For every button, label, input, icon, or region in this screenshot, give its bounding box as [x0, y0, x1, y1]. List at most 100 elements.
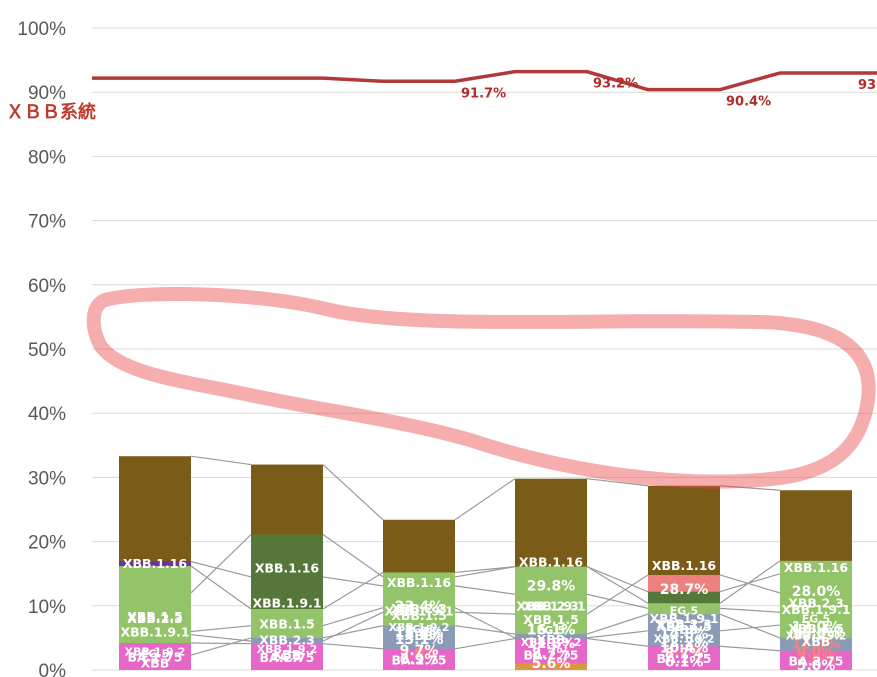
- segment-percent-label: 9.6%: [665, 643, 704, 659]
- y-tick-label: 80%: [28, 147, 66, 168]
- connector-line: [322, 607, 384, 627]
- segment-sublabel: (XBB.1.9.2.5): [790, 629, 843, 637]
- xbb-lineage-value-label: 91.7%: [461, 86, 506, 101]
- connector-line: [322, 571, 384, 610]
- connector-line: [586, 637, 649, 647]
- connector-line: [190, 642, 252, 645]
- segment-name-label: XBB.1.5: [656, 619, 712, 634]
- segment-percent-label: 8.7%: [532, 646, 571, 662]
- connector-line: [454, 637, 516, 650]
- segment-name-label: XBB.1.9.2: [654, 632, 715, 645]
- segment-name-label: XBB.2.3: [523, 598, 579, 613]
- segment-percent-label: 5.6%: [532, 656, 571, 672]
- segment-name-label: XBB.1.16: [123, 556, 188, 571]
- segment-name-label: EG.5: [405, 623, 433, 636]
- segment-name-label: XBB.1.9.2: [125, 646, 186, 659]
- y-tick-label: 50%: [28, 340, 66, 361]
- connector-line: [719, 560, 781, 604]
- connector-line: [454, 478, 516, 521]
- segment-name-label: EG.5: [802, 612, 830, 625]
- segment-percent-label: 9.0%: [400, 645, 439, 661]
- segment-name-label: XBB.1.5: [523, 612, 579, 627]
- segment-name-label: XBB.2.3: [259, 633, 315, 648]
- segment-percent-label: 15.2%: [395, 625, 444, 641]
- xbb-lineage-value-label: 93: [858, 78, 876, 93]
- segment-name-label: BA.2.75: [788, 653, 843, 668]
- connector-line: [454, 566, 516, 574]
- segment-name-label: XBB.1.9.1: [120, 624, 189, 639]
- segment-name-label: XBB.2.3: [656, 617, 712, 632]
- segment-name-label: XBB.1.16: [784, 560, 849, 575]
- segment-name-label: XBB.1.9.1: [384, 603, 453, 618]
- segment-name-label: XBB.1.9.1: [252, 595, 321, 610]
- segment-name-label: XBB: [273, 647, 302, 662]
- connector-line: [190, 560, 252, 578]
- highlight-annotation: [86, 287, 876, 489]
- segment-percent-label: 16.1%: [527, 622, 576, 638]
- segment-percent-label: 12.2%: [660, 635, 709, 651]
- segment-percent-label: 6.9%: [400, 652, 439, 668]
- y-tick-label: 70%: [28, 212, 66, 233]
- segment-name-label: XBB.1.9.2: [521, 636, 582, 649]
- grid-lines: [92, 27, 877, 671]
- segment-name-label: BA.2.75: [656, 651, 711, 666]
- connector-line: [719, 607, 781, 613]
- segment-name-label: XBB: [670, 622, 699, 637]
- connector-line: [322, 643, 384, 650]
- connector-line: [719, 574, 781, 594]
- segment-name-label: XBB.1.9.1: [516, 598, 585, 613]
- segment-name-label: XBB: [405, 628, 434, 643]
- xbb-lineage-label: ＸＢＢ系統: [6, 101, 96, 123]
- segment-name-label: XBB.1.9.1: [649, 611, 718, 626]
- connector-line: [190, 455, 252, 466]
- segment-percent-label: 16.1%: [527, 622, 576, 638]
- segment-name-label: XBB.1.9.2: [786, 630, 847, 643]
- segment-percent-label: 13.1%: [395, 632, 444, 648]
- connector-line: [322, 576, 384, 587]
- segment-percent-label: 6.1%: [665, 654, 704, 670]
- connector-line: [586, 566, 649, 593]
- segment-percent-label: 17.0%: [792, 619, 841, 635]
- connector-line: [586, 613, 649, 635]
- segment-name-label: XBB.1.5: [391, 608, 447, 623]
- segment-percent-label: 14.5%: [395, 627, 444, 643]
- segment-percent-label: 9.0%: [797, 645, 836, 661]
- bar-segment: [251, 643, 323, 670]
- y-tick-label: 20%: [28, 533, 66, 554]
- connector-line: [454, 625, 516, 635]
- highlight-loop: [86, 287, 876, 489]
- xbb-lineage-polyline: [92, 69, 877, 92]
- connector-line: [190, 565, 252, 610]
- segment-percent-label: 29.8%: [527, 578, 576, 594]
- bars: [119, 456, 852, 670]
- connector-line: [322, 625, 384, 639]
- segment-name-label: XBB: [802, 634, 831, 649]
- segment-percent-label: 8.7%: [665, 646, 704, 662]
- series-connectors: [190, 455, 781, 656]
- bar-segment: [119, 643, 191, 670]
- xbb-lineage-value-label: 93.2%: [593, 77, 638, 92]
- connector-line: [322, 464, 384, 521]
- segment-name-label: EG.5: [273, 651, 301, 664]
- segment-name-label: XBB.1.16: [255, 560, 320, 575]
- segment-name-label: BA.2.75: [259, 650, 314, 665]
- connector-line: [586, 566, 649, 604]
- segment-percent-label: 7.0%: [797, 652, 836, 668]
- segment-percent-label: 28.7%: [660, 582, 709, 598]
- connector-line: [586, 593, 649, 609]
- connector-line: [190, 634, 252, 642]
- segment-name-label: BA.2.75: [391, 652, 446, 667]
- connector-line: [719, 624, 781, 632]
- bar-segment: [515, 663, 587, 670]
- segment-percent-label: 5.0%: [532, 658, 571, 674]
- connector-line: [454, 585, 516, 595]
- segment-percent-label: 11.8%: [527, 636, 576, 652]
- segment-name-label: XBB.1.5: [788, 621, 844, 636]
- segment-name-label: XBB: [537, 632, 566, 647]
- segment-percent-label: 9.7%: [400, 643, 439, 659]
- connector-line: [586, 478, 649, 487]
- segment-name-label: XBB.1.9.2: [257, 643, 318, 656]
- connector-line: [190, 637, 252, 656]
